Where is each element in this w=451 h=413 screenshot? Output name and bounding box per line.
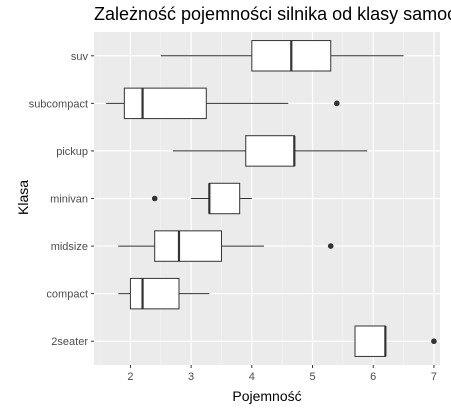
x-tick-label: 5 [309, 371, 315, 383]
y-axis-title: Klasa [15, 185, 31, 215]
iqr-box-pickup [246, 136, 295, 166]
iqr-box-midsize [155, 231, 222, 261]
y-tick-label-minivan: minivan [50, 194, 88, 206]
iqr-box-compact [130, 278, 179, 308]
y-tick-label-pickup: pickup [56, 146, 88, 158]
iqr-box-minivan [209, 183, 239, 213]
x-axis-title: Pojemność [94, 388, 440, 404]
iqr-box-2seater [355, 326, 385, 356]
y-tick-label-subcompact: subcompact [29, 98, 88, 110]
outlier-point-2seater [431, 338, 437, 344]
iqr-box-subcompact [124, 88, 206, 118]
y-tick-label-suv: suv [71, 51, 89, 63]
outlier-point-midsize [328, 243, 334, 249]
y-tick-label-compact: compact [46, 289, 88, 301]
outlier-point-subcompact [334, 101, 340, 107]
x-tick-label: 3 [188, 371, 194, 383]
x-tick-label: 6 [370, 371, 376, 383]
y-tick-label-2seater: 2seater [51, 336, 88, 348]
y-tick-label-midsize: midsize [51, 241, 88, 253]
outlier-point-minivan [152, 196, 158, 202]
x-tick-label: 4 [249, 371, 255, 383]
x-tick-label: 2 [127, 371, 133, 383]
x-tick-label: 7 [431, 371, 437, 383]
